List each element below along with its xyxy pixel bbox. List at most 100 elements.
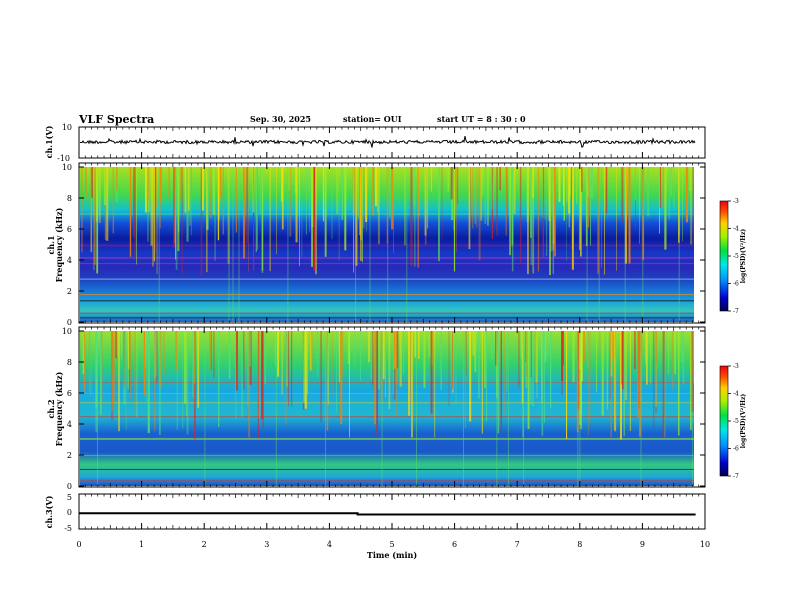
streaks2-band — [80, 479, 694, 481]
streaks2-streak — [399, 331, 402, 387]
streaks2-streak — [249, 331, 252, 385]
streaks2-streak — [332, 331, 333, 397]
streaks2-streak — [402, 331, 404, 375]
streaks1-streak — [214, 167, 216, 261]
streaks1-streak — [255, 167, 257, 253]
xtick-label: 6 — [452, 540, 457, 549]
colorbar-tick-label: -4 — [733, 226, 739, 233]
streaks1-streak — [188, 167, 190, 211]
streaks2-streak — [127, 331, 130, 369]
streaks2-band — [80, 402, 694, 404]
streaks1-streak — [190, 167, 192, 236]
streaks1-line — [678, 167, 680, 322]
streaks1-streak — [480, 167, 483, 221]
streaks2-line — [275, 331, 277, 486]
streaks2-streak — [428, 331, 431, 357]
streaks2-streak — [525, 331, 528, 389]
streaks1-streak — [200, 167, 203, 276]
streaks2-streak — [547, 331, 548, 358]
streaks2-streak — [257, 331, 259, 439]
streaks1-streak — [159, 167, 162, 203]
streaks1-streak — [530, 167, 532, 238]
streaks1-streak — [511, 167, 514, 272]
streaks1-streak — [156, 167, 158, 274]
streaks2-streak — [128, 331, 131, 393]
streaks1-streak — [377, 167, 379, 213]
streaks1-streak — [550, 167, 552, 252]
streaks2-streak — [563, 331, 564, 366]
streaks1-streak — [566, 167, 567, 261]
streaks1-streak — [189, 167, 192, 226]
streaks2-streak — [566, 331, 568, 439]
ch3-ytick-middle: 0 — [67, 508, 72, 517]
streaks2-streak — [376, 331, 378, 436]
streaks1-streak — [85, 167, 87, 198]
ytick-label: 4 — [67, 256, 72, 265]
streaks1-streak — [482, 167, 484, 197]
streaks1-streak — [581, 167, 583, 192]
streaks1-streak — [305, 167, 307, 235]
streaks1-streak — [261, 167, 264, 271]
ch1-colorbar-label: log(PSD)(V²/Hz) — [740, 229, 747, 284]
streaks2-streak — [485, 331, 487, 357]
streaks1-streak — [246, 167, 248, 243]
streaks1-streak — [552, 167, 555, 251]
streaks1-line — [158, 167, 160, 322]
streaks2-streak — [691, 331, 694, 413]
streaks2-streak — [338, 331, 341, 383]
ch2-spectrogram-yticks: 0 2 4 6 8 10 — [62, 327, 705, 491]
streaks1-streak — [566, 167, 568, 203]
streaks1-streak — [227, 167, 230, 264]
ch2-spectrogram-streaks — [80, 331, 694, 486]
streaks1-streak — [90, 167, 92, 252]
streaks1-streak — [662, 167, 665, 207]
streaks1-streak — [153, 167, 155, 262]
streaks2-streak — [579, 331, 582, 425]
streaks1-streak — [145, 167, 147, 213]
streaks1-streak — [413, 167, 416, 207]
streaks1-streak — [453, 167, 456, 272]
streaks2-streak — [464, 331, 466, 428]
streaks2-streak — [380, 331, 383, 402]
streaks2-streak — [291, 331, 293, 407]
streaks2-streak — [372, 331, 374, 386]
ch1-ytick-bottom: -10 — [57, 154, 70, 163]
streaks2-streak — [95, 331, 98, 433]
streaks1-streak — [358, 167, 360, 219]
streaks2-streak — [682, 331, 685, 384]
streaks2-streak — [637, 331, 639, 418]
streaks2-streak — [623, 331, 625, 437]
streaks2-streak — [469, 331, 472, 422]
ytick-label: 6 — [67, 225, 72, 234]
streaks1-streak — [281, 167, 284, 230]
streaks1-streak — [635, 167, 636, 230]
streaks1-streak — [206, 167, 208, 273]
ch3-ytick-bottom: -5 — [64, 524, 72, 533]
streaks1-streak — [248, 167, 249, 272]
streaks2-streak — [197, 331, 200, 408]
streaks1-streak — [438, 167, 440, 262]
xtick-label: 5 — [389, 540, 394, 549]
streaks2-streak — [349, 331, 350, 438]
streaks2-streak — [288, 331, 289, 407]
streaks1-streak — [362, 167, 363, 263]
streaks2-streak — [388, 331, 391, 410]
xtick-label: 4 — [327, 540, 332, 549]
streaks2-streak — [247, 331, 249, 406]
streaks1-streak — [544, 167, 546, 219]
x-axis-label: Time (min) — [367, 550, 417, 560]
streaks2-streak — [175, 331, 177, 371]
streaks2-streak — [521, 331, 524, 404]
streaks1-streak — [410, 167, 413, 266]
streaks2-streak — [587, 331, 589, 368]
streaks1-streak — [527, 167, 529, 275]
ch1-waveform-panel: 10 -10 ch.1(V) — [44, 123, 706, 163]
streaks2-streak — [662, 331, 665, 438]
streaks1-streak — [299, 167, 300, 267]
streaks2-streak — [649, 331, 652, 384]
streaks1-streak — [476, 167, 478, 228]
colorbar-tick-label: -7 — [733, 308, 739, 315]
streaks2-streak — [620, 331, 623, 385]
streaks1-streak — [136, 167, 137, 265]
